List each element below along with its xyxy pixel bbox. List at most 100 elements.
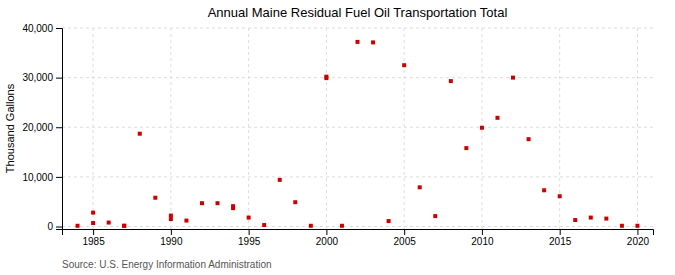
source: Source: U.S. Energy Information Administ…	[62, 259, 272, 270]
tick: 2010	[471, 229, 494, 247]
tick-label: 20,000	[22, 122, 53, 133]
point	[511, 76, 515, 80]
point	[138, 132, 142, 136]
grid-line	[62, 77, 653, 78]
tick-label: 30,000	[22, 72, 53, 83]
point	[122, 224, 126, 228]
x-axis: 1985 1990 1995 2000 2005 2010 2015 2020	[63, 229, 654, 247]
tick-label: 40,000	[22, 23, 53, 34]
point	[153, 196, 157, 200]
tick: 10,000	[22, 172, 62, 183]
point	[107, 221, 111, 225]
tick: 2015	[549, 229, 572, 247]
tick-mark	[326, 229, 327, 235]
tick-mark	[404, 229, 405, 235]
point	[620, 224, 624, 228]
point	[200, 201, 204, 205]
point	[558, 194, 562, 198]
tick: 40,000	[22, 23, 62, 34]
points	[76, 40, 640, 228]
point	[573, 218, 577, 222]
point	[262, 223, 266, 227]
point	[371, 40, 375, 44]
point	[309, 224, 313, 228]
tick-label: 1990	[160, 236, 183, 247]
tick-label: 1995	[238, 236, 261, 247]
tick-mark	[249, 229, 250, 235]
grid	[62, 28, 653, 229]
tick: 2005	[394, 229, 417, 247]
point	[216, 201, 220, 205]
axis-line	[63, 230, 654, 236]
point	[91, 221, 95, 225]
tick: 1990	[160, 229, 183, 247]
point	[340, 224, 344, 228]
point	[122, 224, 126, 228]
point	[184, 219, 188, 223]
tick-label: 10,000	[22, 172, 53, 183]
tick-mark	[93, 229, 94, 235]
tick: 1995	[238, 229, 261, 247]
grid-line	[404, 28, 405, 229]
tick-mark	[56, 177, 62, 178]
grid-line	[326, 28, 327, 229]
axis-line	[56, 29, 63, 230]
point	[418, 185, 422, 189]
tick-mark	[56, 28, 62, 29]
chart: 1985 1990 1995 2000 2005 2010 2015 2020 0 10,000 2…	[0, 0, 675, 275]
grid-line	[637, 28, 638, 229]
point	[495, 116, 499, 120]
point	[324, 76, 328, 80]
tick-label: 2020	[627, 236, 650, 247]
point	[635, 224, 639, 228]
point	[91, 211, 95, 215]
grid-line	[559, 28, 560, 229]
tick: 2000	[316, 229, 339, 247]
tick-label: 2010	[471, 236, 494, 247]
point	[480, 126, 484, 130]
point	[542, 188, 546, 192]
tick-mark	[637, 229, 638, 235]
point	[293, 200, 297, 204]
grid-line	[62, 127, 653, 128]
grid-line	[62, 226, 653, 227]
tick-mark	[56, 227, 62, 228]
point	[169, 217, 173, 221]
tick: 0	[47, 221, 62, 232]
tick-label: 2015	[549, 236, 572, 247]
plot: 1985 1990 1995 2000 2005 2010 2015 2020 0 10,000 2…	[22, 23, 653, 247]
point	[356, 40, 360, 44]
point	[231, 206, 235, 210]
grid-line	[62, 176, 653, 177]
tick-mark	[482, 229, 483, 235]
tick-mark	[560, 229, 561, 235]
point	[449, 79, 453, 83]
tick: 20,000	[22, 122, 62, 133]
tick-label: 1985	[82, 236, 105, 247]
tick: 30,000	[22, 72, 62, 83]
point	[433, 214, 437, 218]
tick-label: 0	[47, 221, 53, 232]
point	[402, 63, 406, 67]
point	[387, 219, 391, 223]
tick-label: 2005	[394, 236, 417, 247]
point	[169, 214, 173, 218]
tick-mark	[171, 229, 172, 235]
point	[464, 146, 468, 150]
tick: 1985	[82, 229, 105, 247]
tick-mark	[56, 78, 62, 79]
grid-line	[248, 28, 249, 229]
point	[527, 137, 531, 141]
tick: 2020	[627, 229, 650, 247]
y-axis: 0 10,000 20,000 30,000 40,000	[22, 23, 62, 233]
point	[589, 216, 593, 220]
grid-line	[93, 28, 94, 229]
point	[76, 224, 80, 228]
point	[604, 217, 608, 221]
title: Annual Maine Residual Fuel Oil Transport…	[208, 5, 508, 20]
grid-line	[62, 28, 653, 29]
grid-line	[170, 28, 171, 229]
point	[278, 178, 282, 182]
y-axis-title: Thousand Gallons	[4, 83, 16, 173]
tick-label: 2000	[316, 236, 339, 247]
